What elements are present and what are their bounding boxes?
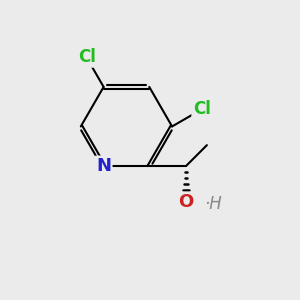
Text: Cl: Cl	[79, 48, 96, 66]
Text: N: N	[96, 157, 111, 175]
Text: Cl: Cl	[193, 100, 211, 118]
Text: O: O	[178, 193, 194, 211]
Text: ·H: ·H	[204, 195, 221, 213]
